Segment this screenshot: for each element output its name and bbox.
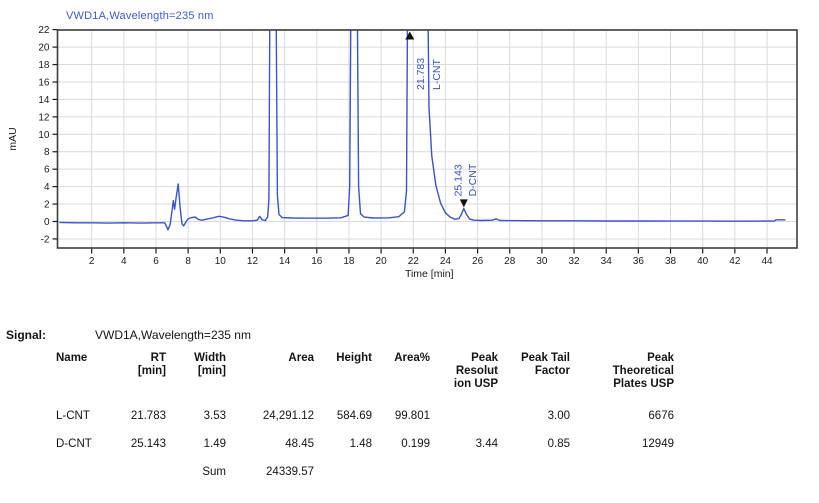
table-cell: 3.53 xyxy=(203,410,226,422)
column-header: Peak Resolut ion USP xyxy=(453,352,498,390)
table-cell: 584.69 xyxy=(336,410,372,422)
peak-rt-label: 21.783 xyxy=(415,58,427,90)
column-header: Name xyxy=(56,352,88,364)
peak-results-table: Name RT [min] Width [min] Area Height Area% Pe… xyxy=(56,352,674,494)
table-cell: 24339.57 xyxy=(266,466,314,478)
y-tick-label: 0 xyxy=(44,217,50,228)
y-tick-label: 6 xyxy=(44,165,50,176)
x-tick-label: 32 xyxy=(568,256,580,267)
x-tick-label: 14 xyxy=(279,256,291,267)
signal-value: VWD1A,Wavelength=235 nm xyxy=(95,328,251,342)
table-cell: 21.783 xyxy=(130,410,166,422)
y-tick-label: 8 xyxy=(44,147,50,158)
table-cell xyxy=(56,466,104,494)
table-cell: 0.85 xyxy=(547,438,570,450)
column-header: Width [min] xyxy=(194,352,226,377)
table-cell: 1.48 xyxy=(349,438,372,450)
x-tick-label: 6 xyxy=(153,256,159,267)
table-cell: 0.199 xyxy=(401,438,430,450)
x-tick-label: 40 xyxy=(697,256,709,267)
y-tick-label: 18 xyxy=(38,60,50,71)
table-cell: 24,291.12 xyxy=(262,410,314,422)
table-cell xyxy=(314,466,372,494)
x-tick-label: 42 xyxy=(729,256,741,267)
x-tick-label: 2 xyxy=(89,256,95,267)
x-tick-label: 18 xyxy=(343,256,355,267)
x-tick-label: 34 xyxy=(601,256,613,267)
y-tick-label: 16 xyxy=(38,77,50,88)
table-cell: Sum xyxy=(202,466,226,478)
table-cell: 1.49 xyxy=(203,438,226,450)
column-header: RT [min] xyxy=(137,352,166,377)
chromatogram-trace xyxy=(59,30,786,231)
x-tick-label: 30 xyxy=(536,256,548,267)
x-tick-label: 8 xyxy=(185,256,191,267)
signal-line: Signal: VWD1A,Wavelength=235 nm xyxy=(6,328,251,342)
x-tick-label: 20 xyxy=(376,256,388,267)
table-cell: L-CNT xyxy=(56,410,90,422)
x-tick-label: 12 xyxy=(247,256,259,267)
table-cell: 99.801 xyxy=(394,410,430,422)
table-cell xyxy=(104,466,166,494)
y-tick-label: 2 xyxy=(44,200,50,211)
peak-name-label: L-CNT xyxy=(431,58,443,90)
x-tick-label: 16 xyxy=(311,256,323,267)
x-tick-label: 28 xyxy=(504,256,516,267)
x-tick-label: 4 xyxy=(121,256,127,267)
table-cell xyxy=(430,466,498,494)
x-tick-label: 10 xyxy=(215,256,227,267)
table-cell: 3.44 xyxy=(475,438,498,450)
y-tick-label: 10 xyxy=(38,130,50,141)
table-cell: D-CNT xyxy=(56,438,92,450)
plot-frame xyxy=(56,29,798,249)
table-cell: 12949 xyxy=(642,438,674,450)
x-tick-label: 36 xyxy=(633,256,645,267)
peak-apex-marker-up xyxy=(405,31,415,40)
table-cell: 48.45 xyxy=(285,438,314,450)
y-tick-label: 4 xyxy=(44,182,50,193)
table-cell: 3.00 xyxy=(547,410,570,422)
x-tick-label: 44 xyxy=(761,256,773,267)
x-tick-label: 38 xyxy=(665,256,677,267)
column-header: Peak Tail Factor xyxy=(520,352,570,377)
y-tick-label: 22 xyxy=(38,25,50,36)
table-cell xyxy=(570,466,674,494)
y-tick-label: 20 xyxy=(38,43,50,54)
table-cell xyxy=(372,466,430,494)
table-cell xyxy=(430,410,498,438)
x-tick-label: 26 xyxy=(472,256,484,267)
column-header: Height xyxy=(336,352,372,364)
table-cell: 6676 xyxy=(648,410,674,422)
peak-apex-marker-down xyxy=(459,199,468,208)
signal-label: Signal: xyxy=(6,328,47,342)
peak-name-label: D-CNT xyxy=(467,163,479,196)
column-header: Peak Theoretical Plates USP xyxy=(612,352,674,390)
table-cell xyxy=(498,466,570,494)
column-header: Area% xyxy=(394,352,430,364)
y-axis-label: mAU xyxy=(7,127,19,150)
table-cell: 25.143 xyxy=(130,438,166,450)
column-header: Area xyxy=(288,352,314,364)
peak-rt-label: 25.143 xyxy=(452,164,464,196)
chart-title: VWD1A,Wavelength=235 nm xyxy=(66,10,214,22)
y-tick-label: -2 xyxy=(41,234,50,245)
y-tick-label: 14 xyxy=(38,95,50,106)
chromatogram-plot: 2 4 6 8 10 12 14 16 18 20 22 24 26 28 30 32 34 36 38 40 42 44… xyxy=(7,25,798,280)
x-tick-label: 22 xyxy=(408,256,420,267)
x-axis-label: Time [min] xyxy=(405,268,454,280)
y-tick-label: 12 xyxy=(38,112,50,123)
x-tick-label: 24 xyxy=(440,256,452,267)
